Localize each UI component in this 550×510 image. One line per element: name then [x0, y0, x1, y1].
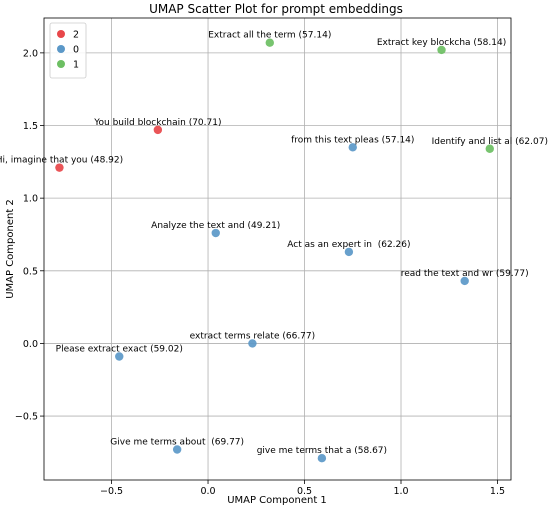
legend-marker [57, 60, 65, 68]
legend-label: 2 [73, 30, 79, 41]
point-label: read the text and wr (59.77) [401, 269, 529, 279]
x-axis-ticks: −0.5 0.0 0.5 1.0 1.5 [100, 480, 505, 497]
point-label: from this text pleas (57.14) [291, 135, 414, 145]
data-point [55, 163, 64, 172]
legend-label: 1 [73, 60, 79, 71]
y-tick-label: −0.5 [15, 412, 38, 423]
chart-title: UMAP Scatter Plot for prompt embeddings [149, 2, 403, 16]
y-tick-label: 1.5 [23, 121, 38, 132]
data-point [211, 228, 220, 238]
y-tick-label: 1.0 [23, 194, 38, 205]
point-label: Hi, imagine that you (48.92) [0, 156, 123, 166]
point-label: You build blockchain (70.71) [93, 118, 221, 128]
point-label: Act as an expert in (62.26) [287, 240, 410, 250]
y-tick-label: 2.0 [23, 48, 38, 59]
point-label: Extract all the term (57.14) [208, 31, 331, 41]
data-point [485, 144, 494, 153]
y-tick-label: 0.5 [23, 266, 38, 277]
x-axis-label: UMAP Component 1 [227, 495, 327, 506]
data-point [115, 352, 124, 361]
point-label: extract terms relate (66.77) [190, 331, 315, 341]
point-label: Extract key blockcha (58.14) [377, 38, 506, 48]
legend: 2 0 1 [49, 22, 87, 79]
data-point [344, 247, 354, 257]
data-point [248, 339, 257, 348]
plot-area-frame [43, 17, 512, 481]
data-point [172, 445, 182, 454]
legend-label: 0 [73, 45, 79, 56]
point-label: give me terms that a (58.67) [257, 446, 387, 456]
data-points: Hi, imagine that you (48.92) You build bl… [0, 31, 548, 463]
x-tick-label: 1.0 [393, 486, 408, 497]
data-point [348, 143, 357, 152]
point-label: Please extract exact (59.02) [56, 345, 183, 355]
legend-marker [57, 45, 65, 53]
y-axis-label: UMAP Component 2 [5, 199, 16, 299]
data-point [265, 38, 274, 47]
x-tick-label: 0.0 [200, 486, 215, 497]
point-label: Give me terms about (69.77) [110, 437, 244, 447]
grid-lines [44, 18, 511, 480]
data-point [317, 454, 327, 463]
point-label: Identify and list al (62.07) [432, 137, 548, 147]
x-tick-label: −0.5 [100, 486, 123, 497]
x-tick-label: 1.5 [490, 486, 505, 497]
y-tick-label: 0.0 [23, 339, 38, 350]
x-tick-label: 0.5 [297, 486, 312, 497]
data-point [437, 45, 446, 55]
data-point [153, 125, 163, 135]
legend-marker [57, 30, 65, 38]
y-axis-ticks: −0.5 0.0 0.5 1.0 1.5 2.0 [15, 48, 44, 423]
point-label: Analyze the text and (49.21) [151, 221, 280, 231]
data-point [460, 276, 469, 286]
legend-box [49, 22, 87, 79]
